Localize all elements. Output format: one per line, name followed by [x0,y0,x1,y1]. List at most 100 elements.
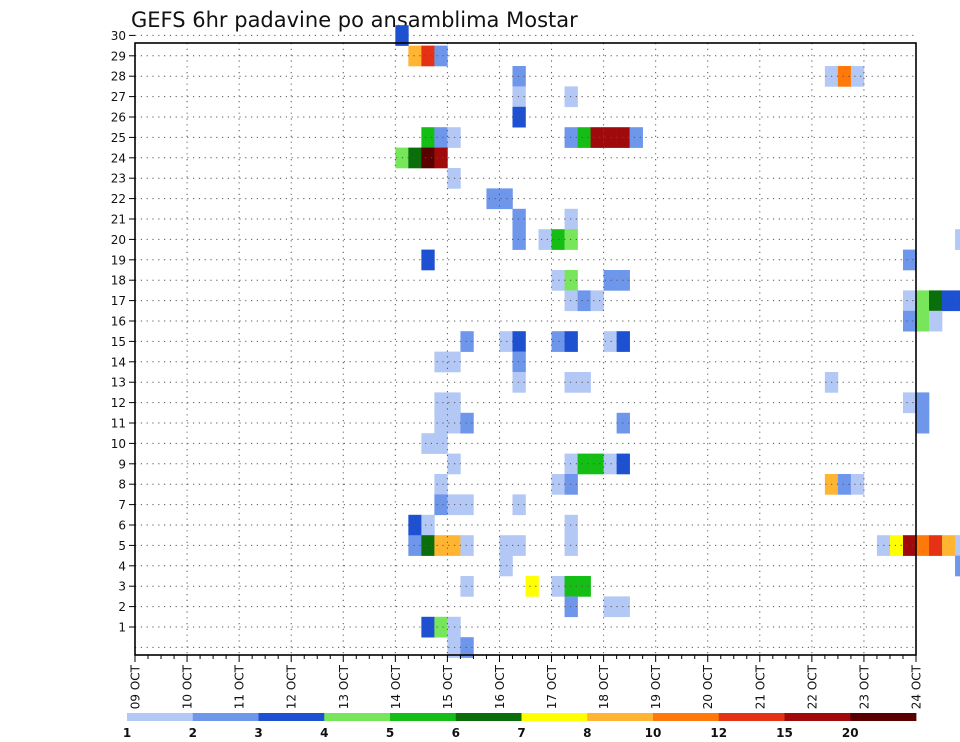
y-tick-label: 22 [111,192,126,206]
y-tick-label: 11 [111,417,126,431]
heatmap-cell [902,290,917,312]
heatmap-cell [629,127,643,148]
colorbar-label: 6 [452,726,460,740]
heatmap-cell [564,453,578,475]
colorbar-label: 8 [583,726,591,740]
heatmap-cell [603,596,617,618]
x-tick-label: 14 OCT [389,664,403,709]
heatmap-cell [850,66,865,87]
y-tick-label: 14 [111,355,126,369]
heatmap-cell [512,372,526,393]
heatmap-cell [916,392,930,414]
heatmap-cell [837,474,852,495]
heatmap-cell [916,412,930,434]
heatmap-cell [434,433,448,454]
y-tick-label: 17 [111,294,126,308]
y-tick-label: 26 [111,111,126,125]
heatmap-cell [929,310,943,332]
heatmap-cell [929,290,943,312]
colorbar-swatch [390,713,457,721]
x-tick-label: 23 OCT [857,664,871,709]
colorbar-label: 7 [517,726,525,740]
y-tick-label: 6 [118,519,126,533]
heatmap-cell [837,66,852,87]
y-tick-label: 29 [111,49,126,63]
x-tick-label: 13 OCT [337,664,351,709]
heatmap-cell [955,555,960,577]
heatmap-cell [421,147,435,169]
heatmap-cell [434,127,448,148]
heatmap-cell [512,331,526,352]
heatmap-cell [955,535,960,556]
heatmap-cell [603,270,617,291]
heatmap-cell [421,127,435,148]
heatmap-cell [421,433,435,454]
colorbar-swatch [192,713,259,721]
heatmap-cells [395,25,960,658]
heatmap-cell [421,45,435,67]
colorbar-label: 2 [189,726,197,740]
x-tick-label: 09 OCT [129,664,143,709]
heatmap-cell [434,616,448,638]
heatmap-cell [460,494,474,516]
chart-title: GEFS 6hr padavine po ansamblima Mostar [131,8,578,32]
heatmap-cell [902,249,917,271]
y-tick-label: 5 [118,539,126,553]
y-tick-label: 30 [111,29,126,43]
colorbar-swatch [127,713,194,721]
y-tick-label: 4 [118,559,126,573]
heatmap-cell [421,514,435,536]
heatmap-cell [551,576,565,597]
heatmap-cell [577,127,591,148]
heatmap-cell [942,535,956,556]
colorbar-label: 20 [842,726,859,740]
colorbar-swatch [653,713,720,721]
y-tick-label: 12 [111,396,126,410]
heatmap-cell [551,270,565,291]
colorbar-label: 15 [776,726,793,740]
colorbar-swatch [521,713,588,721]
x-tick-label: 20 OCT [701,664,715,709]
heatmap-cell [512,494,526,516]
heatmap-cell [850,474,865,495]
colorbar-label: 5 [386,726,394,740]
y-tick-label: 16 [111,315,126,329]
heatmap-cell [512,86,526,108]
heatmap-cell [603,453,617,475]
heatmap-cell [538,229,552,250]
y-axis: 1234567891011121314151617181920212223242… [111,29,135,635]
heatmap-cell [512,66,526,87]
heatmap-cell [590,127,604,148]
heatmap-cell [564,270,578,291]
heatmap-cell [551,474,565,495]
y-tick-label: 3 [118,580,126,594]
heatmap-cell [434,147,448,169]
heatmap-cell [512,229,526,250]
colorbar-label: 1 [123,726,131,740]
x-tick-label: 18 OCT [597,664,611,709]
y-tick-label: 1 [118,621,126,635]
colorbar-swatch [784,713,851,721]
y-tick-label: 8 [118,478,126,492]
y-tick-label: 18 [111,274,126,288]
colorbar-label: 3 [254,726,262,740]
heatmap-cell [499,188,513,210]
heatmap-cell [955,229,960,250]
heatmap-cell [421,616,435,638]
heatmap-cell [955,290,960,312]
heatmap-cell [564,372,578,393]
y-tick-label: 28 [111,70,126,84]
x-tick-label: 12 OCT [285,664,299,709]
y-tick-label: 27 [111,90,126,104]
y-tick-label: 23 [111,172,126,186]
heatmap-cell [421,535,435,556]
heatmap-cell [902,310,917,332]
heatmap-cell [564,474,578,495]
heatmap-cell [590,290,604,312]
heatmap-cell [434,392,448,414]
y-tick-label: 19 [111,253,126,267]
heatmap-cell [889,535,904,556]
heatmap-cell [499,535,513,556]
color-legend: 1 2 3 4 5 6 7 8 10 12 15 20 [123,713,917,740]
x-tick-label: 16 OCT [493,664,507,709]
